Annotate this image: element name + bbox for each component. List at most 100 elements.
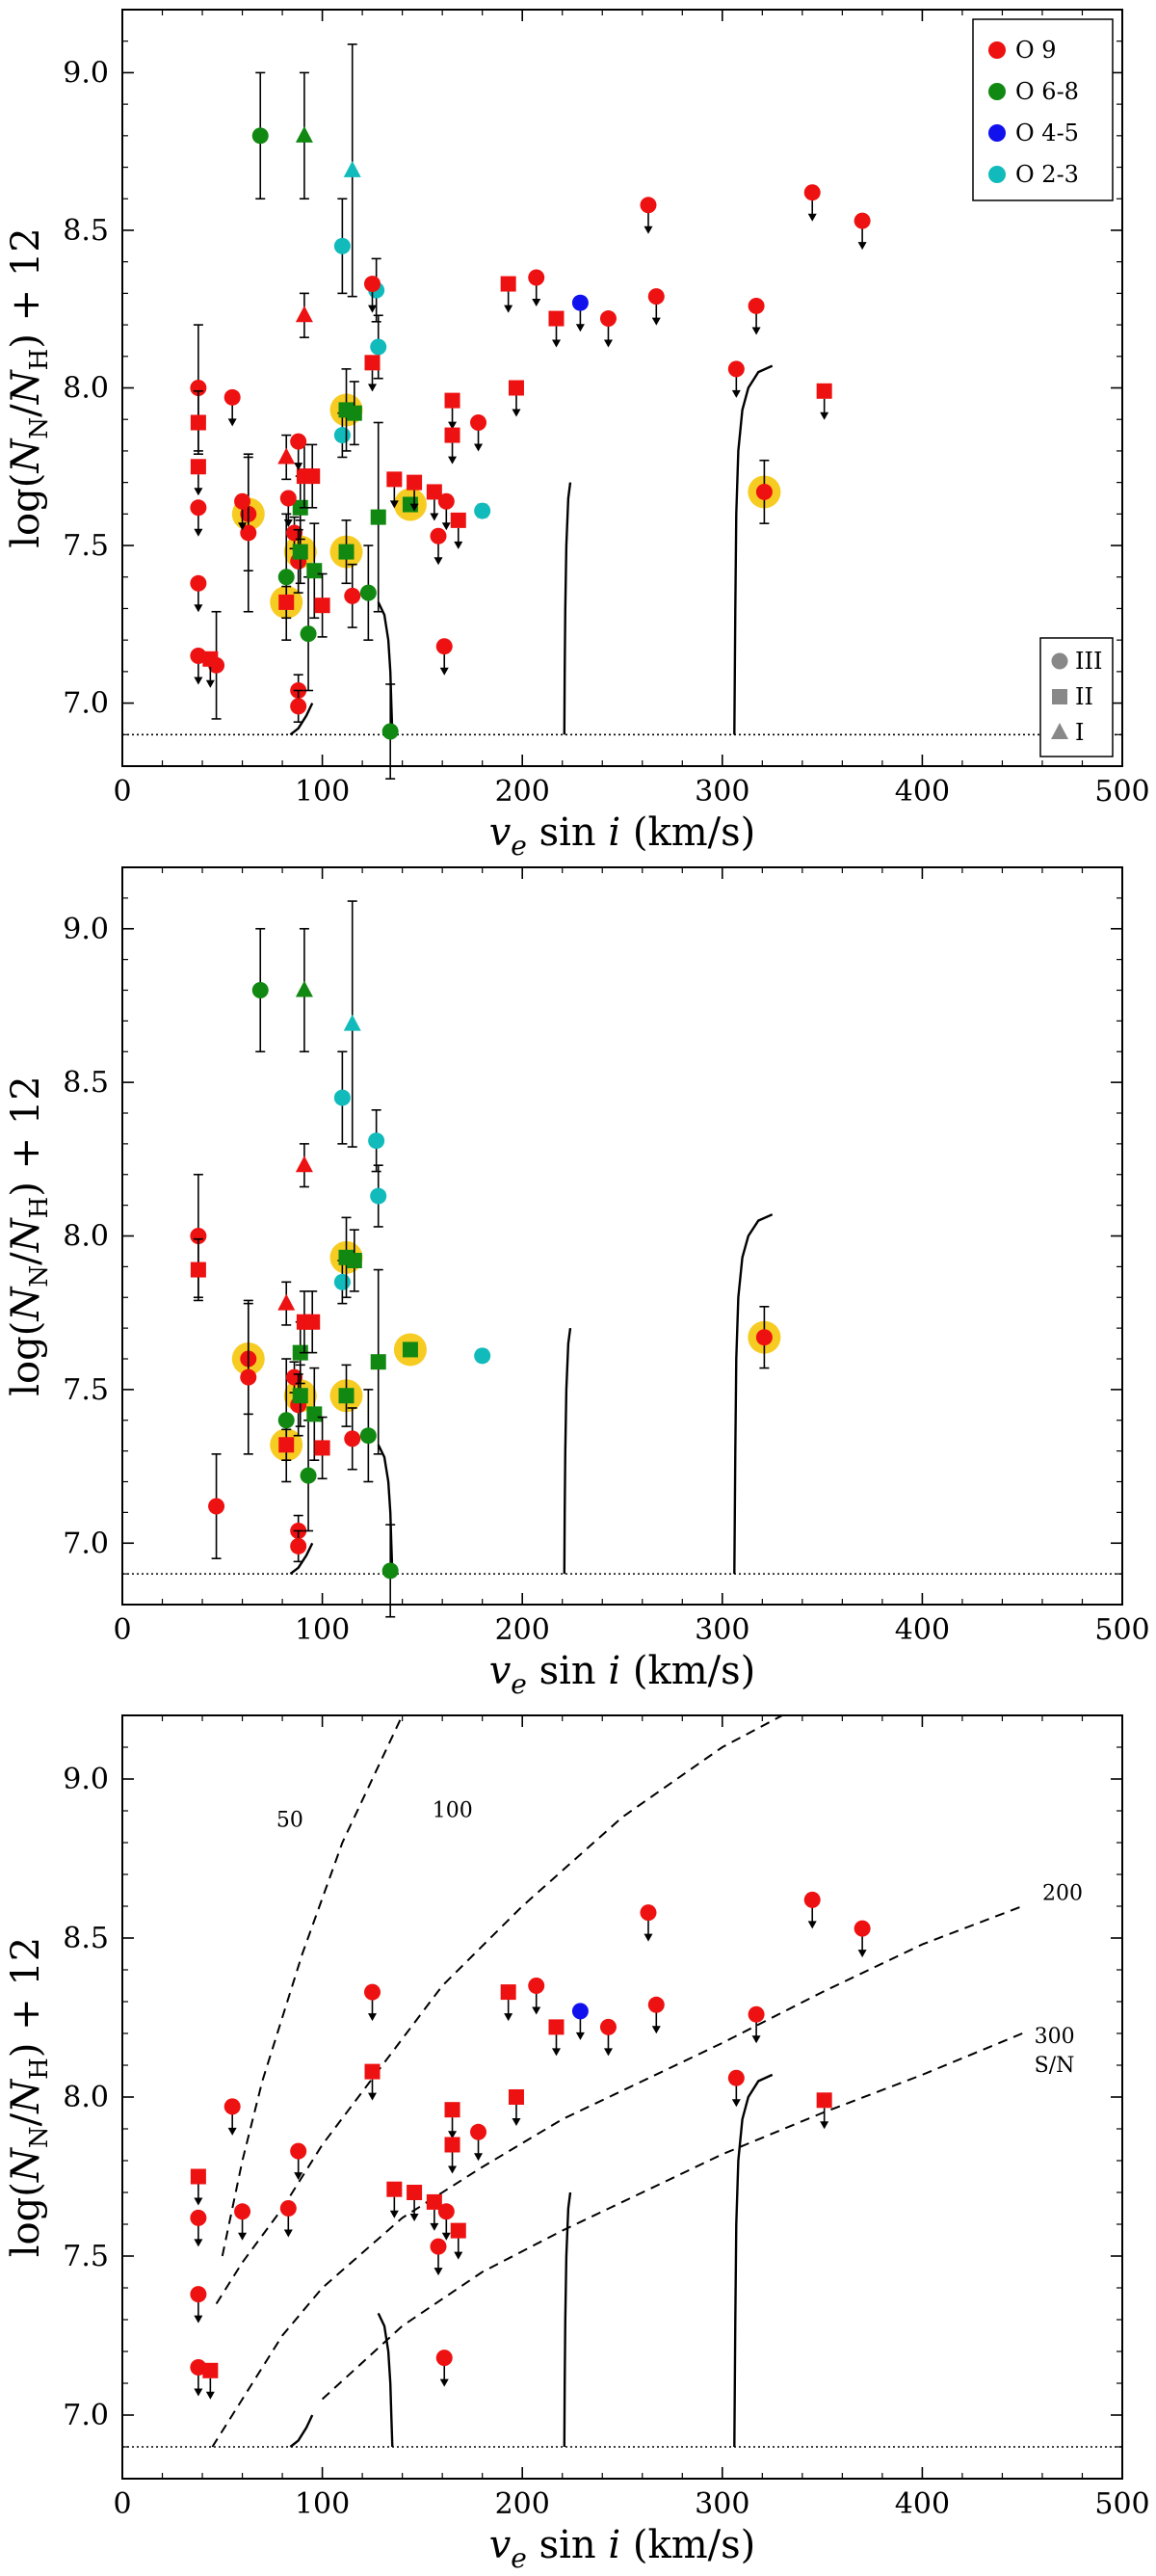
marker-circle	[854, 1920, 871, 1937]
down-arrow-icon	[368, 305, 377, 313]
y-tick-label: 8.5	[63, 214, 109, 248]
down-arrow-icon	[194, 2388, 203, 2397]
down-arrow-icon	[441, 522, 451, 531]
upper-limit-point	[647, 288, 665, 326]
marker-circle	[290, 433, 307, 450]
data-point	[278, 585, 295, 620]
marker-circle	[240, 524, 257, 542]
upper-limit-point	[727, 360, 745, 398]
data-point	[292, 519, 308, 585]
upper-limit-point	[279, 490, 297, 527]
marker-circle	[435, 638, 453, 655]
marker-circle	[381, 723, 399, 740]
marker-square	[370, 1354, 386, 1370]
upper-limit-point	[444, 427, 460, 465]
upper-limit-point	[290, 2142, 307, 2181]
y-tick-label: 7.0	[63, 2399, 109, 2432]
marker-circle	[251, 127, 269, 145]
data-point	[343, 43, 361, 298]
marker-circle	[190, 2359, 207, 2376]
data-point	[370, 1164, 387, 1228]
down-arrow-icon	[194, 2239, 203, 2247]
legend-label: O 2-3	[1015, 161, 1079, 188]
marker-circle	[190, 648, 207, 665]
data-point	[755, 1306, 773, 1369]
upper-limit-point	[426, 2193, 442, 2231]
upper-limit-point	[548, 2019, 565, 2057]
x-tick-label: 200	[495, 775, 550, 809]
marker-square	[508, 2089, 524, 2105]
upper-limit-point	[500, 1984, 516, 2022]
down-arrow-icon	[205, 679, 215, 688]
circle-icon	[988, 124, 1006, 142]
sn-curve-100	[215, 1714, 783, 2305]
data-point	[208, 1453, 225, 1559]
upper-limit-point	[190, 574, 207, 613]
data-point	[277, 434, 296, 481]
data-point	[190, 389, 206, 455]
sn-curve-300	[321, 2032, 1023, 2401]
marker-square	[386, 2181, 403, 2197]
down-arrow-icon	[731, 2099, 741, 2108]
x-tick-label: 500	[1094, 775, 1149, 809]
track-line-1	[289, 2414, 314, 2448]
y-tick-label: 7.5	[63, 1373, 109, 1407]
down-arrow-icon	[389, 2210, 399, 2218]
upper-limit-point	[426, 484, 442, 521]
upper-limit-point	[234, 492, 251, 531]
upper-limit-point	[444, 392, 460, 430]
down-arrow-icon	[504, 2013, 513, 2022]
marker-square	[386, 471, 403, 488]
upper-limit-point	[190, 2359, 207, 2397]
down-arrow-icon	[512, 409, 521, 417]
data-point	[314, 572, 330, 638]
marker-square	[202, 2362, 219, 2378]
x-tick-label: 300	[695, 2487, 749, 2521]
upper-limit-point	[803, 1891, 821, 1929]
marker-circle	[333, 1089, 351, 1106]
down-arrow-icon	[194, 488, 203, 496]
marker-circle	[190, 380, 207, 396]
track-line-4	[733, 364, 774, 735]
down-arrow-icon	[575, 2032, 585, 2040]
marker-circle	[234, 492, 251, 510]
marker-square	[314, 598, 330, 614]
upper-limit-point	[854, 1920, 871, 1958]
marker-legend-label: I	[1075, 719, 1084, 746]
marker-square	[278, 594, 295, 610]
marker-circle	[437, 492, 455, 510]
down-arrow-icon	[409, 503, 419, 512]
y-tick-label: 7.0	[63, 1527, 109, 1560]
marker-circle	[277, 1412, 295, 1429]
upper-limit-point	[854, 212, 871, 251]
marker-circle	[647, 1996, 665, 2013]
upper-limit-point	[364, 355, 381, 392]
data-point	[474, 502, 491, 519]
x-tick-label: 100	[295, 775, 350, 809]
down-arrow-icon	[430, 513, 439, 521]
legend-label: O 4-5	[1015, 120, 1079, 146]
down-arrow-icon	[441, 2232, 451, 2241]
marker-square	[500, 276, 516, 292]
upper-limit-point	[599, 310, 617, 348]
square-icon	[1052, 689, 1067, 704]
sn-curve-label-50: 50	[276, 1809, 303, 1833]
marker-square	[190, 1261, 206, 1278]
down-arrow-icon	[731, 389, 741, 398]
data-point	[346, 381, 362, 446]
data-point	[251, 71, 269, 200]
upper-limit-point	[528, 269, 545, 307]
upper-limit-point	[450, 512, 466, 549]
down-arrow-icon	[294, 2172, 303, 2181]
marker-circle	[300, 625, 317, 643]
data-point	[295, 1143, 313, 1188]
upper-limit-point	[640, 1904, 657, 1942]
y-tick-label: 8.0	[63, 372, 109, 406]
upper-limit-point	[364, 1983, 381, 2022]
upper-limit-point	[279, 2200, 297, 2238]
data-point	[304, 1290, 321, 1354]
data-point	[381, 1524, 399, 1618]
marker-circle	[290, 2142, 307, 2160]
down-arrow-icon	[575, 324, 585, 332]
x-tick-label: 0	[113, 1613, 131, 1647]
